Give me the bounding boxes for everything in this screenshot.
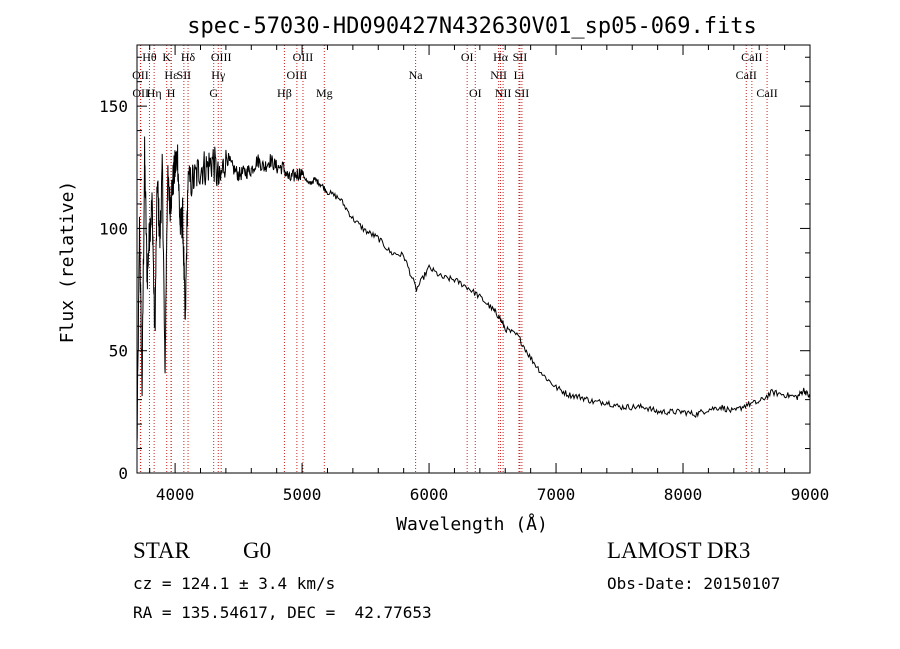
x-tick-label: 8000 <box>664 485 703 504</box>
line-label: Hε <box>164 68 178 82</box>
x-tick-label: 9000 <box>791 485 830 504</box>
line-label: OI <box>469 86 482 100</box>
chart-title: spec-57030-HD090427N432630V01_sp05-069.f… <box>187 14 757 39</box>
line-label: H <box>167 86 176 100</box>
redshift-cz: cz = 124.1 ± 3.4 km/s <box>133 574 336 593</box>
line-label: SII <box>515 86 530 100</box>
line-label: OIII <box>293 50 314 64</box>
line-label: G <box>209 86 218 100</box>
line-label: OIII <box>287 68 308 82</box>
line-label: Hη <box>147 86 162 100</box>
line-label: SII <box>177 68 192 82</box>
x-tick-label: 6000 <box>410 485 449 504</box>
subclass: G0 <box>243 538 272 563</box>
y-tick-label: 100 <box>99 219 128 238</box>
line-label: OIII <box>211 50 232 64</box>
emission-line-markers <box>139 45 768 473</box>
survey-name: LAMOST DR3 <box>607 538 751 563</box>
line-label: CaII <box>736 68 757 82</box>
line-label: Li <box>514 68 525 82</box>
y-tick-label: 0 <box>118 464 128 483</box>
plot-frame <box>136 44 811 474</box>
coordinates: RA = 135.54617, DEC = 42.77653 <box>133 603 432 622</box>
y-axis-ticks: 0 50 100 150 <box>99 56 810 483</box>
object-class: STAR <box>133 538 190 563</box>
line-label: OII <box>132 68 149 82</box>
line-label: Mg <box>316 86 333 100</box>
spectrum-line <box>136 136 811 443</box>
x-tick-label: 7000 <box>537 485 576 504</box>
y-axis-label: Flux (relative) <box>57 181 78 344</box>
line-label: Hα <box>493 50 509 64</box>
line-label: NII <box>495 86 512 100</box>
line-label: SII <box>513 50 528 64</box>
line-label: CaII <box>756 86 777 100</box>
y-tick-label: 150 <box>99 97 128 116</box>
line-label: Na <box>409 68 424 82</box>
x-tick-label: 5000 <box>283 485 322 504</box>
line-label: Hθ <box>142 50 157 64</box>
line-label: CaII <box>741 50 762 64</box>
x-axis-ticks: 4000 5000 6000 7000 8000 9000 <box>149 45 830 504</box>
y-tick-label: 50 <box>109 342 128 361</box>
x-axis-label: Wavelength (Å) <box>396 513 548 535</box>
x-tick-label: 4000 <box>156 485 195 504</box>
line-label: Hγ <box>211 68 226 82</box>
line-label: Hδ <box>181 50 196 64</box>
line-label: K <box>162 50 171 64</box>
line-label: OI <box>461 50 474 64</box>
obs-date: Obs-Date: 20150107 <box>607 574 781 593</box>
line-label: Hβ <box>277 86 292 100</box>
line-label: NII <box>490 68 507 82</box>
